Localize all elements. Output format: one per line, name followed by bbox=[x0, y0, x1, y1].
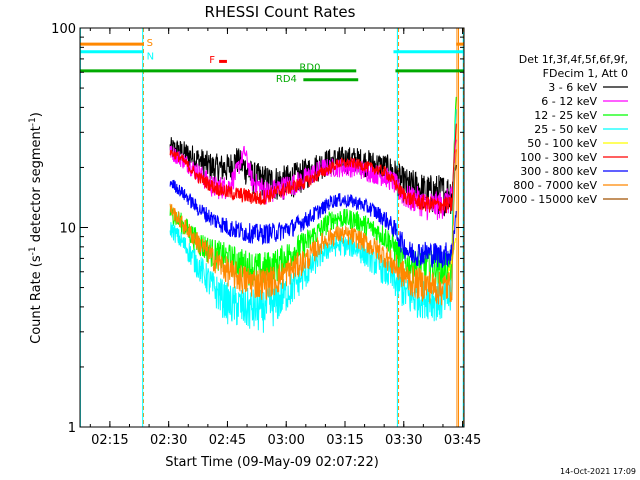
legend-entry-label: 6 - 12 keV bbox=[541, 95, 597, 108]
x-tick-label: 03:15 bbox=[326, 433, 363, 448]
series-line bbox=[169, 123, 457, 214]
y-axis-title: Count Rate (s-1 detector segment-1) bbox=[28, 112, 44, 344]
x-tick-label: 03:45 bbox=[444, 433, 481, 448]
x-axis-ticks: 02:15 02:30 02:45 03:00 03:15 03:30 03:45 bbox=[89, 28, 481, 448]
legend-entry-label: 7000 - 15000 keV bbox=[499, 193, 597, 206]
legend-entry-label: 100 - 300 keV bbox=[520, 151, 597, 164]
legend-entry-label: 800 - 7000 keV bbox=[513, 179, 597, 192]
legend-header-line-2: FDecim 1, Att 0 bbox=[543, 67, 628, 80]
chart-title: RHESSI Count Rates bbox=[205, 3, 356, 21]
series-layer bbox=[169, 96, 457, 333]
segment-label: N bbox=[147, 51, 154, 62]
legend-entry-label: 300 - 800 keV bbox=[520, 165, 597, 178]
segment-label: S bbox=[147, 38, 153, 49]
segment-label: F bbox=[209, 55, 215, 66]
y-tick-label: 100 bbox=[51, 22, 76, 37]
legend-entry-label: 12 - 25 keV bbox=[534, 109, 597, 122]
series-line bbox=[169, 149, 457, 306]
x-tick-label: 03:00 bbox=[267, 433, 304, 448]
render-timestamp: 14-Oct-2021 17:09 bbox=[560, 467, 636, 476]
x-tick-label: 02:45 bbox=[209, 433, 246, 448]
legend-entry-label: 50 - 100 keV bbox=[527, 137, 597, 150]
legend-entry-label: 25 - 50 keV bbox=[534, 123, 597, 136]
segment-label: RD0 bbox=[299, 63, 320, 74]
x-tick-label: 02:15 bbox=[91, 433, 128, 448]
series-line bbox=[169, 179, 457, 268]
legend-header-line-1: Det 1f,3f,4f,5f,6f,9f, bbox=[519, 53, 628, 66]
x-axis-title: Start Time (09-May-09 02:07:22) bbox=[165, 455, 379, 470]
legend-entry-label: 3 - 6 keV bbox=[548, 81, 597, 94]
legend: Det 1f,3f,4f,5f,6f,9f, FDecim 1, Att 0 3… bbox=[499, 53, 628, 206]
segment-label: RD4 bbox=[276, 74, 297, 85]
y-axis-ticks: 1 10 100 bbox=[51, 22, 464, 436]
y-tick-label: 1 bbox=[68, 421, 76, 436]
x-tick-label: 03:30 bbox=[385, 433, 422, 448]
y-tick-label: 10 bbox=[59, 222, 76, 237]
x-tick-label: 02:30 bbox=[150, 433, 187, 448]
series-line bbox=[169, 109, 457, 333]
